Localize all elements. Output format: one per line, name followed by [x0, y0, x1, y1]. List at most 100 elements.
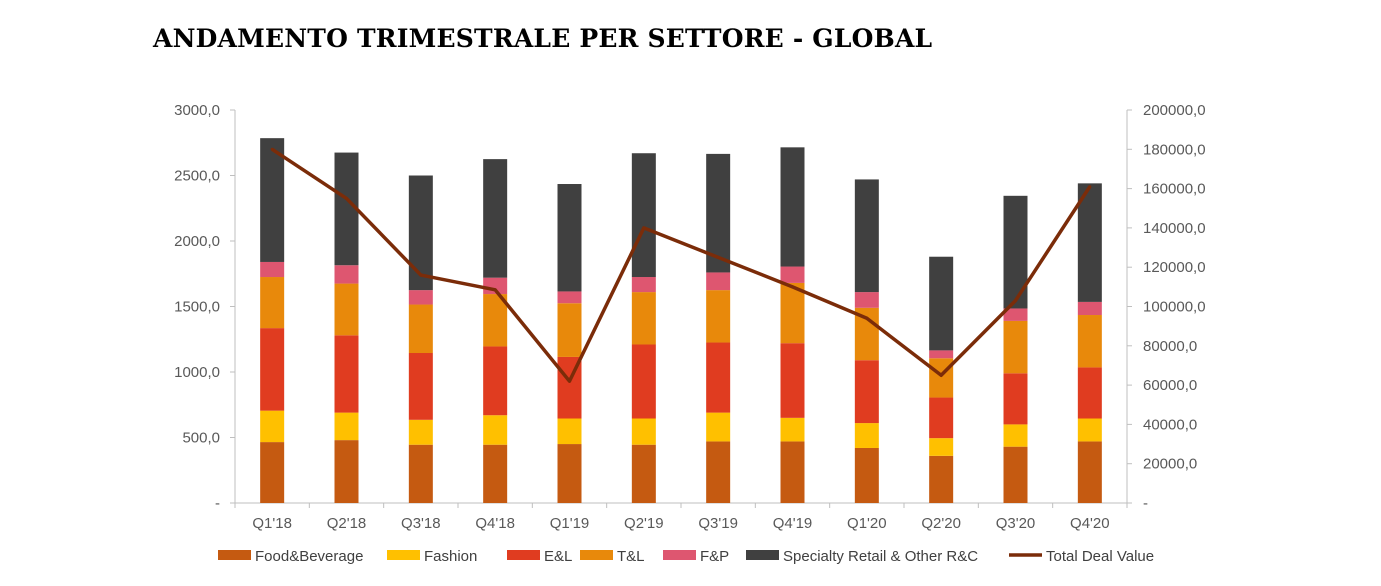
legend-swatch: [663, 550, 696, 560]
x-axis-tick-label: Q3'18: [401, 515, 441, 532]
bar-segment-specialty-retail-other-r-c: [483, 159, 508, 278]
left-axis-tick-label: 1000,0: [174, 364, 220, 381]
bar-segment-fashion: [631, 418, 656, 445]
bar-segment-specialty-retail-other-r-c: [780, 147, 805, 267]
legend-swatch: [507, 550, 540, 560]
bar-segment-t-l: [408, 304, 433, 354]
legend-label: T&L: [617, 548, 645, 565]
bar-segment-specialty-retail-other-r-c: [557, 184, 582, 292]
x-axis-tick-label: Q4'18: [475, 515, 515, 532]
bar-segment-e-l: [780, 343, 805, 418]
bar-segment-f-p: [706, 272, 731, 291]
left-axis-tick-label: 2500,0: [174, 168, 220, 185]
right-axis-tick-label: 200000,0: [1143, 102, 1206, 119]
legend-label: Total Deal Value: [1046, 548, 1154, 565]
bar-segment-specialty-retail-other-r-c: [929, 256, 954, 351]
bar-segment-fashion: [334, 412, 359, 441]
bar-segment-f-p: [929, 350, 954, 359]
bar-segment-t-l: [780, 282, 805, 344]
left-axis-tick-label: -: [215, 495, 220, 512]
chart-title: ANDAMENTO TRIMESTRALE PER SETTORE - GLOB…: [153, 24, 933, 53]
total-deal-value-point: [493, 288, 497, 292]
left-axis-tick-label: 500,0: [182, 430, 220, 447]
right-axis-tick-label: 120000,0: [1143, 259, 1206, 276]
right-axis-tick-label: 140000,0: [1143, 220, 1206, 237]
total-deal-value-point: [716, 255, 720, 259]
left-axis-tick-label: 2000,0: [174, 233, 220, 250]
bar-segment-e-l: [260, 328, 285, 411]
x-axis-tick-label: Q1'19: [550, 515, 590, 532]
right-axis-tick-label: 100000,0: [1143, 299, 1206, 316]
total-deal-value-point: [642, 226, 646, 230]
right-axis-tick-label: 60000,0: [1143, 377, 1197, 394]
total-deal-value-point: [939, 373, 943, 377]
bar-segment-e-l: [408, 353, 433, 420]
bar-segment-t-l: [1077, 315, 1102, 368]
bar-segment-food-beverage: [334, 440, 359, 503]
bar-segment-e-l: [706, 342, 731, 413]
bar-segment-t-l: [557, 303, 582, 357]
x-axis-tick-label: Q3'20: [996, 515, 1036, 532]
bar-segment-food-beverage: [557, 444, 582, 503]
bar-segment-e-l: [631, 344, 656, 419]
bar-segment-food-beverage: [260, 442, 285, 503]
right-axis-tick-label: 180000,0: [1143, 141, 1206, 158]
bar-segment-f-p: [1077, 301, 1102, 316]
bar-segment-specialty-retail-other-r-c: [1003, 195, 1028, 309]
bar-segment-food-beverage: [1077, 441, 1102, 503]
bar-segment-f-p: [557, 291, 582, 304]
bar-segment-food-beverage: [631, 444, 656, 503]
bar-segment-e-l: [1003, 373, 1028, 425]
legend-label: F&P: [700, 548, 729, 565]
bar-segment-e-l: [483, 346, 508, 416]
bar-segment-f-p: [854, 292, 879, 308]
bar-segment-food-beverage: [1003, 446, 1028, 503]
legend-swatch: [218, 550, 251, 560]
total-deal-value-point: [568, 379, 571, 383]
bar-segment-t-l: [1003, 320, 1028, 374]
bar-segment-fashion: [929, 438, 954, 456]
right-axis-tick-label: 20000,0: [1143, 456, 1197, 473]
bar-segment-e-l: [854, 360, 879, 424]
bar-segment-f-p: [334, 265, 359, 284]
bar-segment-f-p: [780, 266, 805, 283]
bar-segment-f-p: [408, 290, 433, 305]
x-axis-tick-label: Q3'19: [698, 515, 738, 532]
x-axis-tick-label: Q1'18: [252, 515, 292, 532]
x-axis-tick-label: Q4'20: [1070, 515, 1110, 532]
bar-segment-e-l: [1077, 367, 1102, 419]
bar-segment-specialty-retail-other-r-c: [1077, 183, 1102, 302]
bar-segment-f-p: [631, 277, 656, 293]
bar-segment-e-l: [929, 397, 954, 439]
bar-segment-t-l: [929, 358, 954, 398]
total-deal-value-point: [791, 285, 794, 289]
x-axis-tick-label: Q2'18: [327, 515, 367, 532]
right-axis-tick-label: -: [1143, 495, 1148, 512]
bar-segment-t-l: [631, 292, 656, 345]
bar-segment-food-beverage: [854, 447, 879, 503]
legend-label: Food&Beverage: [255, 548, 363, 565]
x-axis-tick-label: Q2'19: [624, 515, 664, 532]
legend-swatch: [746, 550, 779, 560]
bar-segment-f-p: [260, 261, 285, 278]
legend-swatch: [580, 550, 613, 560]
legend-swatch: [387, 550, 420, 560]
bar-segment-fashion: [780, 417, 805, 442]
legend-label: Fashion: [424, 548, 477, 565]
bar-segment-fashion: [408, 419, 433, 445]
bar-segment-specialty-retail-other-r-c: [408, 175, 433, 291]
bar-segment-food-beverage: [483, 444, 508, 503]
bar-segment-fashion: [854, 423, 879, 448]
total-deal-value-point: [865, 316, 869, 320]
bar-segment-f-p: [1003, 308, 1028, 321]
bar-segment-fashion: [260, 410, 285, 443]
x-axis-tick-label: Q2'20: [921, 515, 961, 532]
bar-segment-specialty-retail-other-r-c: [260, 138, 285, 262]
left-axis-tick-label: 1500,0: [174, 299, 220, 316]
total-deal-value-point: [1088, 185, 1092, 189]
bar-segment-t-l: [334, 283, 359, 336]
total-deal-value-point: [419, 273, 423, 277]
total-deal-value-point: [345, 196, 348, 200]
bar-segment-fashion: [1003, 424, 1028, 447]
